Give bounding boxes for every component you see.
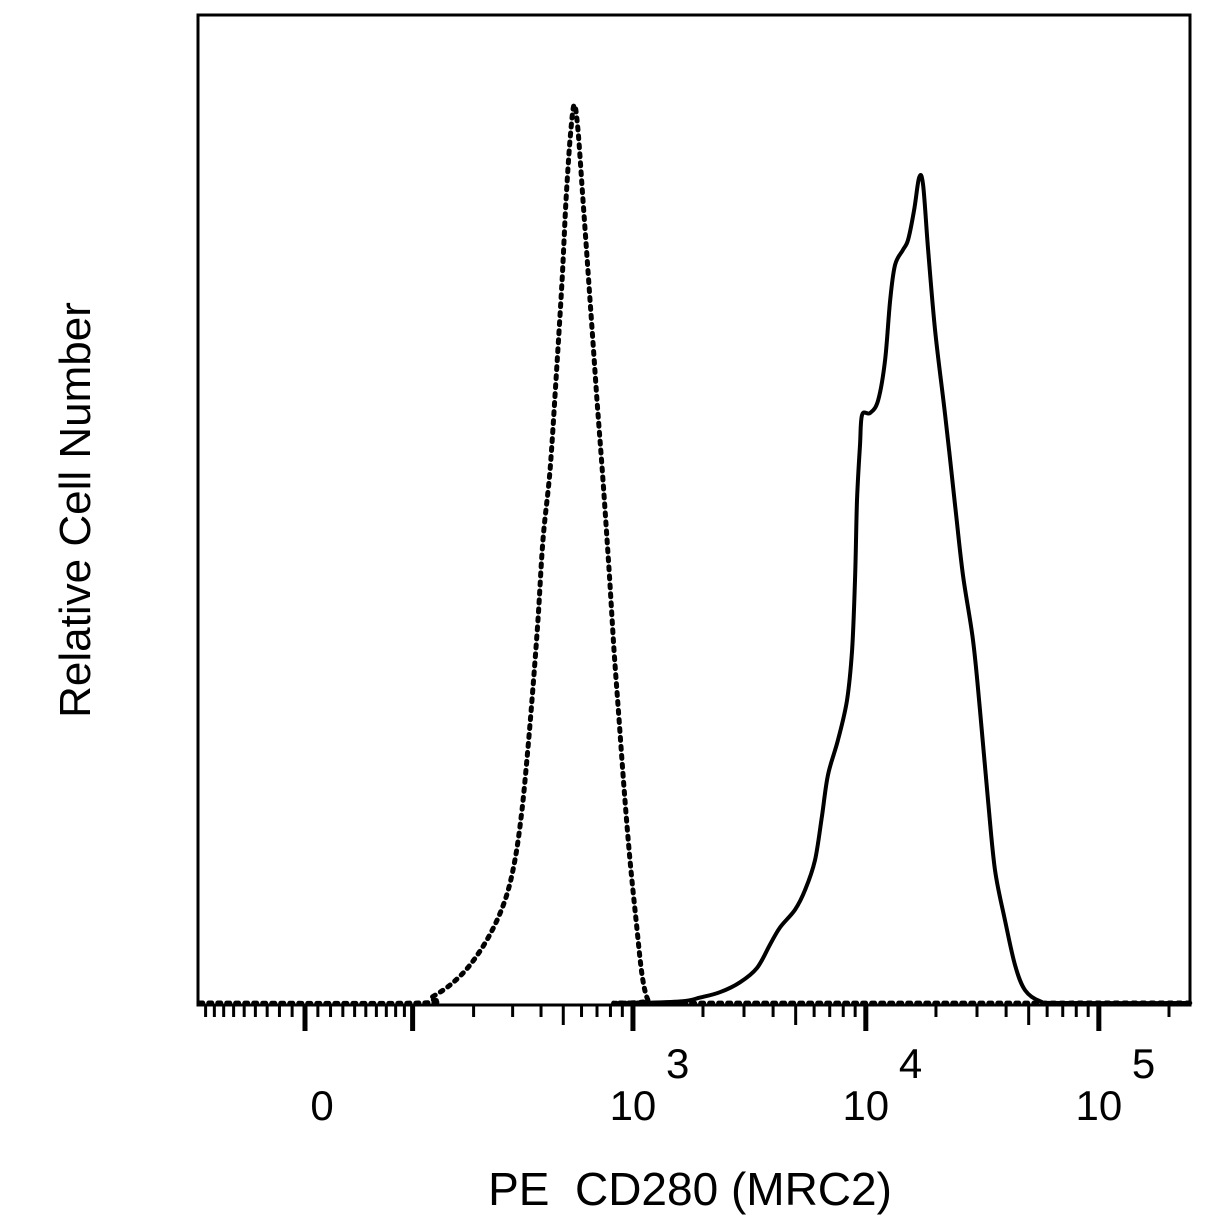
histogram-curves [197, 102, 1193, 1006]
x-tick-label-exponent: 5 [1132, 1040, 1155, 1087]
x-axis-label: PE CD280 (MRC2) [488, 1163, 892, 1215]
isotype-control-curve [197, 102, 1193, 1006]
x-tick-label: 105 [1075, 1040, 1155, 1129]
plot-frame [196, 13, 1192, 1007]
x-tick-label: 104 [842, 1040, 922, 1129]
x-axis-ticks [204, 1005, 1171, 1031]
x-tick-label-base: 0 [310, 1082, 333, 1129]
x-tick-label-base: 10 [1075, 1082, 1122, 1129]
stained-sample-curve [640, 172, 1190, 1006]
x-tick-label-base: 10 [842, 1082, 889, 1129]
x-tick-label-base: 10 [610, 1082, 657, 1129]
x-tick-label: 103 [610, 1040, 690, 1129]
y-axis-label: Relative Cell Number [51, 302, 100, 718]
x-tick-label: 0 [310, 1082, 333, 1129]
x-tick-label-exponent: 4 [899, 1040, 922, 1087]
x-tick-label-exponent: 3 [666, 1040, 689, 1087]
